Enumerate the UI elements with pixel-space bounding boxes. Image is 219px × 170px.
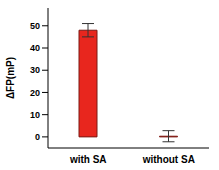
- svg-text:without SA: without SA: [142, 154, 195, 165]
- svg-text:10: 10: [30, 110, 40, 120]
- svg-text:ΔFP(mP): ΔFP(mP): [8, 57, 16, 99]
- svg-text:30: 30: [30, 65, 40, 75]
- svg-text:40: 40: [30, 43, 40, 53]
- svg-text:with SA: with SA: [69, 154, 107, 165]
- svg-text:0: 0: [35, 132, 40, 142]
- svg-text:20: 20: [30, 88, 40, 98]
- svg-text:50: 50: [30, 21, 40, 31]
